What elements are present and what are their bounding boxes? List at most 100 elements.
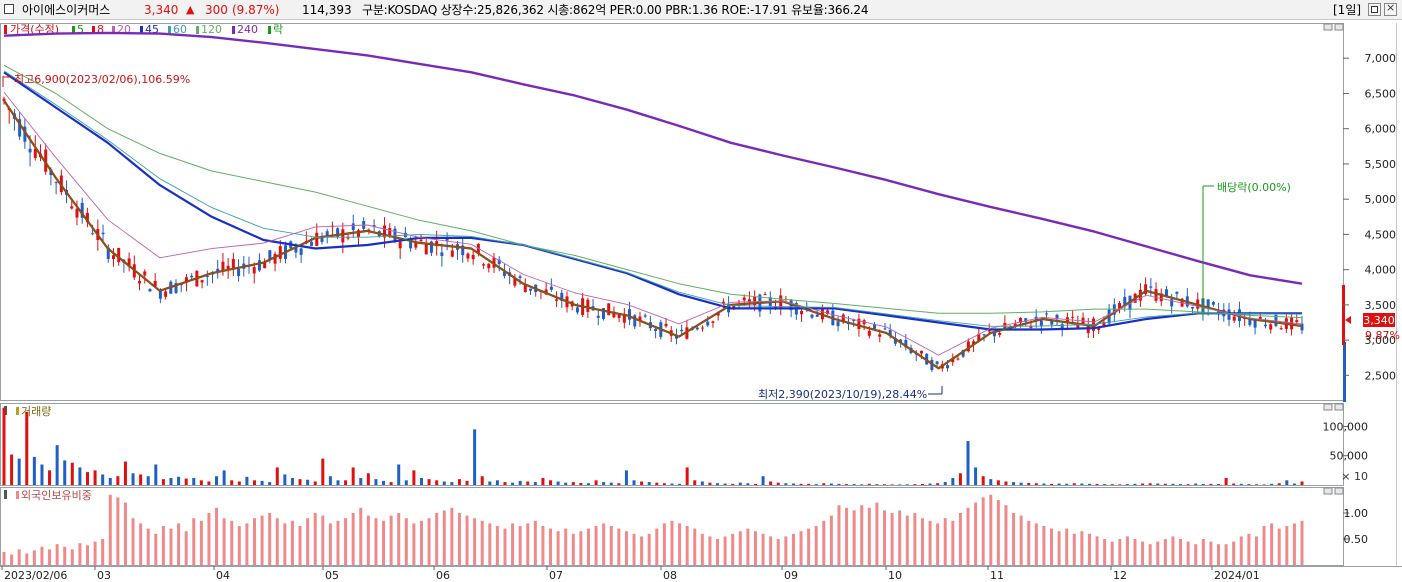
candle-body [85,212,89,223]
foreign-ownership-bar [920,518,924,565]
foreign-panel-button[interactable] [1323,487,1333,495]
legend-swatch [92,26,95,34]
candle-body [815,314,819,317]
candle-body [899,339,903,343]
foreign-ownership-bar [473,518,477,565]
foreign-ownership-bar [898,510,902,565]
volume-bar [958,473,962,485]
price-scroll-handle[interactable] [1342,285,1345,345]
candle-body [622,313,626,323]
volume-bar [1224,477,1228,485]
candle-body [664,323,668,327]
candle-body [1123,296,1127,307]
candle-body [1024,318,1028,322]
volume-bar [829,483,833,485]
volume-bar [1285,480,1289,485]
candle-body [1269,324,1273,330]
volume-panel-close-button[interactable] [1334,403,1344,411]
volume-panel-button[interactable] [1323,403,1333,411]
foreign-ownership-bar [549,528,553,565]
foreign-ownership-bar [738,531,742,565]
volume-bar [313,481,317,485]
candle-body [951,358,955,363]
foreign-ownership-bar [1072,533,1076,565]
candle-body [445,238,449,241]
foreign-ownership-bar [845,507,849,565]
candle-body [836,321,840,327]
foreign-panel-close-button[interactable] [1334,487,1344,495]
foreign-ownership-bar [321,515,325,565]
foreign-ownership-bar [708,536,712,565]
foreign-ownership-bar [822,520,826,565]
volume-bar [351,467,355,485]
candle-body [1060,324,1064,330]
candle-body [372,225,376,227]
close-button[interactable]: × [1384,1,1397,16]
volume-bar [230,480,234,485]
candle-body [701,327,705,329]
volume-bar [1179,484,1183,485]
foreign-ownership-bar [1285,526,1289,565]
foreign-ownership-bar [93,541,97,565]
volume-bar [1095,483,1099,485]
candle-body [961,349,965,357]
foreign-ownership-bar [943,518,947,565]
volume-bar [1072,483,1076,485]
foreign-ownership-bar [609,526,613,565]
candle-body [747,299,751,303]
candle-body [153,280,157,287]
volume-bar [123,461,127,485]
volume-bar [974,467,978,485]
candle-body [111,255,115,260]
legend-item: 120 [201,23,222,36]
foreign-ownership-bar [526,523,530,565]
foreign-tick-label: 0.50 [1344,533,1369,546]
foreign-ownership-bar [1163,539,1167,565]
foreign-ownership-bar [207,513,211,565]
price-panel-close-button[interactable] [1334,23,1344,31]
candle-body [388,227,392,238]
volume-bar [93,470,97,485]
foreign-ownership-bar [1156,541,1160,565]
candle-body [263,261,267,269]
volume-bar [1209,483,1213,485]
volume-bar [1042,483,1046,485]
panel-frames [0,23,1402,567]
restore-button[interactable] [1368,3,1381,16]
legend-swatch [72,26,75,34]
trade-volume: 114,393 [302,3,352,17]
volume-bar [473,429,477,485]
panel-scrollbar[interactable] [1343,342,1346,402]
price-tick-label: 3,000 [1365,334,1397,347]
price-panel-button[interactable] [1323,23,1333,31]
foreign-ownership-bar [40,546,44,565]
legend-price: 가격(수정) [10,23,59,36]
price-tick-label: 4,500 [1365,228,1397,241]
candle-body [23,126,27,142]
volume-bar [981,476,985,485]
volume-bar [799,483,803,485]
candle-body [820,307,824,320]
high-annotation-text: 최고6,900(2023/02/06),106.59% [14,73,190,86]
period-selector[interactable]: [1일] [1333,3,1362,17]
volume-bar [966,441,970,485]
candle-body [351,223,355,231]
candle-body [966,341,970,352]
volume-bar [488,481,492,485]
foreign-ownership-bar [298,526,302,565]
candle-body [867,330,871,336]
candle-body [143,271,147,276]
volume-bar [359,477,363,485]
foreign-ownership-bar [503,528,507,565]
volume-bar [1019,482,1023,485]
candle-body [1076,323,1080,329]
volume-bar [245,476,249,485]
foreign-ownership-bar [1125,536,1129,565]
volume-bar [943,482,947,485]
legend-swatch [268,26,271,34]
date-tick-label: 07 [549,569,563,582]
volume-bar [1065,483,1069,485]
foreign-ownership-bar [1277,528,1281,565]
foreign-ownership-bar [867,507,871,565]
foreign-axis: 1.00 0.50 [1343,507,1368,546]
